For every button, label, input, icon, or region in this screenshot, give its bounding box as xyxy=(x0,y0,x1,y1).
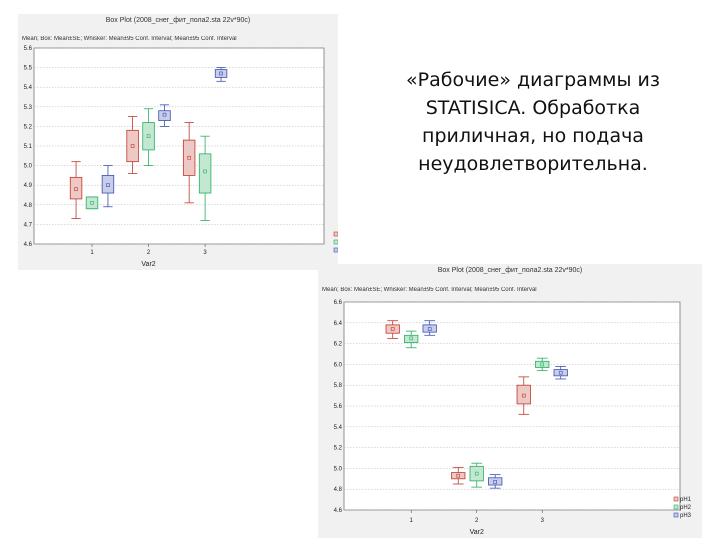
box xyxy=(488,477,503,486)
legend-swatch xyxy=(333,247,338,253)
box xyxy=(158,110,171,121)
box xyxy=(101,174,115,194)
mean-point xyxy=(203,169,207,174)
mean-point xyxy=(106,183,110,187)
chart-1-title: Box Plot (2008_снег_фит_пола2.sta 22v*90… xyxy=(105,17,251,24)
chart-2-svg: 4.6 4.8 5.0 5.2 5.4 5.6 5.8 6.0 6.2 6.4 6.6 1 2 3 Var2… xyxy=(334,300,692,536)
y-tick-label: 6.2 xyxy=(334,342,343,348)
y-tick-label: 4.8 xyxy=(24,203,33,209)
y-tick-label: 4.9 xyxy=(24,183,33,189)
box xyxy=(553,369,568,377)
mean-point xyxy=(90,201,94,205)
y-tick-label: 4.6 xyxy=(24,242,33,248)
y-tick-label: 5.1 xyxy=(24,144,33,150)
y-tick-label: 5.0 xyxy=(24,164,33,170)
y-tick-label: 5.5 xyxy=(24,66,33,72)
y-tick-label: 4.8 xyxy=(334,487,343,493)
chart-1-subtitle: Mean; Box: Mean±SE; Whisker: Mean±95 Con… xyxy=(22,36,237,42)
y-tick-label: 6.4 xyxy=(334,321,343,327)
mean-point xyxy=(456,473,461,478)
x-tick-label: 3 xyxy=(203,250,207,256)
mean-point xyxy=(390,327,395,331)
mean-point xyxy=(162,112,167,117)
x-axis-label: Var2 xyxy=(470,529,484,536)
slide-caption: «Рабочие» диаграммы из STATISICA. Обрабо… xyxy=(406,69,660,175)
box xyxy=(69,176,83,200)
chart-2-subtitle: Mean; Box: Mean±SE; Whisker: Mean±95 Con… xyxy=(322,287,537,293)
mean-point xyxy=(130,144,135,148)
y-tick-label: 4.7 xyxy=(24,222,33,228)
y-tick-label: 6.6 xyxy=(334,300,343,306)
y-tick-label: 5.8 xyxy=(334,383,343,389)
mean-point xyxy=(427,327,432,331)
x-tick-label: 2 xyxy=(475,518,479,524)
box xyxy=(451,472,466,480)
x-tick-label: 3 xyxy=(541,518,545,524)
mean-point xyxy=(409,336,413,341)
y-tick-label: 5.4 xyxy=(334,425,343,431)
mean-point xyxy=(540,362,545,367)
legend-swatch xyxy=(673,504,679,510)
legend-swatch xyxy=(673,496,679,502)
x-axis-label: Var2 xyxy=(141,261,155,268)
mean-point xyxy=(474,471,479,476)
mean-point xyxy=(187,155,191,160)
mean-point xyxy=(521,393,526,398)
x-tick-label: 1 xyxy=(90,250,94,256)
box xyxy=(182,139,196,176)
y-tick-label: 5.0 xyxy=(334,466,343,472)
y-tick-label: 4.6 xyxy=(334,508,343,514)
legend-swatch xyxy=(333,239,338,245)
box xyxy=(516,384,531,405)
box xyxy=(142,122,155,151)
y-tick-label: 5.6 xyxy=(24,46,33,52)
y-tick-label: 5.3 xyxy=(24,105,33,111)
legend-label: pH1 xyxy=(680,497,692,503)
box xyxy=(469,465,484,482)
mean-point xyxy=(219,71,223,76)
y-tick-label: 6.0 xyxy=(334,362,343,368)
mean-point xyxy=(493,480,497,484)
legend-label: pH3 xyxy=(680,513,692,519)
legend-label: pH2 xyxy=(680,505,692,511)
box xyxy=(385,324,400,334)
box xyxy=(404,334,419,343)
x-tick-label: 2 xyxy=(147,250,151,256)
y-tick-label: 5.2 xyxy=(24,124,33,130)
x-tick-label: 1 xyxy=(410,518,414,524)
legend-swatch xyxy=(333,231,338,237)
box xyxy=(85,196,99,210)
mean-point xyxy=(558,370,563,375)
y-tick-label: 5.2 xyxy=(334,446,343,452)
chart-2: Box Plot (2008_снег_фит_пола2.sta 22v*90… xyxy=(318,264,702,538)
mean-point xyxy=(146,134,151,138)
box xyxy=(126,129,139,163)
box xyxy=(422,324,437,333)
box xyxy=(198,153,212,194)
box xyxy=(214,69,228,78)
y-tick-label: 5.4 xyxy=(24,85,33,91)
chart-1: Box Plot (2008_снег_фит_пола2.sta 22v*90… xyxy=(18,14,338,270)
mean-point xyxy=(74,187,78,191)
chart-2-title: Box Plot (2008_снег_фит_пола2.sta 22v*90… xyxy=(437,267,583,274)
chart-1-svg: 4.6 4.7 4.8 4.9 5.0 5.1 5.2 5.3 5.4 5.5 5.6 1 2 3 Var2… xyxy=(24,46,338,268)
box xyxy=(535,360,550,368)
legend-swatch xyxy=(673,512,679,518)
y-tick-label: 5.6 xyxy=(334,404,343,410)
